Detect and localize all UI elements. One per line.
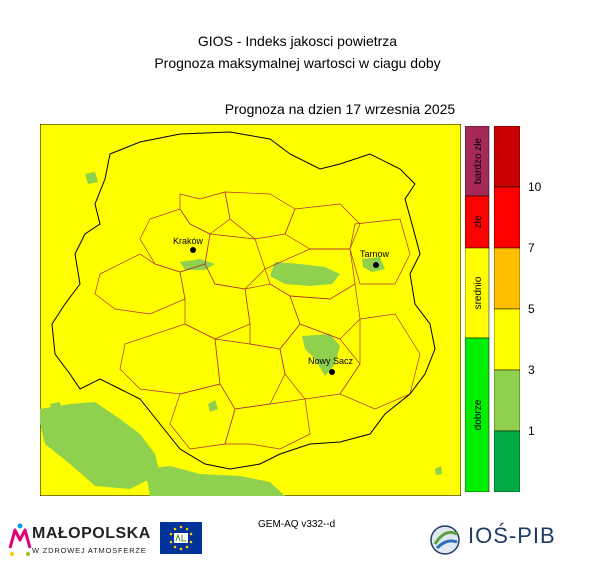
- forecast-date: Prognoza na dzien 17 wrzesnia 2025: [224, 101, 456, 117]
- forecast-map: Kraków Tarnow Nowy Sacz: [40, 124, 461, 496]
- city-marker-tarnow: [373, 262, 379, 268]
- district-borders: [94, 191, 421, 450]
- city-label-tarnow: Tarnow: [360, 249, 390, 259]
- title-line2: Prognoza maksymalnej wartosci w ciagu do…: [154, 55, 441, 71]
- legend-label-zle: złe: [473, 215, 484, 228]
- scale-tick-3: 3: [528, 363, 535, 377]
- scale-band-3: [494, 308, 520, 371]
- value-scale: [494, 126, 520, 492]
- scale-band-2: [494, 369, 520, 432]
- city-marker-krakow: [190, 247, 196, 253]
- scale-tick-7: 7: [528, 241, 535, 255]
- legend-srednio: [465, 247, 490, 339]
- voivodeship-border: [51, 131, 436, 470]
- legend-label-dobrze: dobrze: [473, 399, 484, 430]
- scale-band-4: [494, 247, 520, 310]
- city-label-nowy-sacz: Nowy Sacz: [308, 356, 354, 366]
- scale-band-6: [494, 126, 520, 188]
- title-line1: GIOS - Indeks jakosci powietrza: [197, 33, 398, 49]
- legend-label-srednio: srednio: [473, 276, 484, 309]
- scale-band-1: [494, 430, 520, 492]
- city-markers: Kraków Tarnow Nowy Sacz: [173, 236, 390, 375]
- model-version: GEM-AQ v332--d: [258, 519, 336, 530]
- ios-pib-name: IOŚ-PIB: [468, 523, 556, 548]
- city-marker-nowy-sacz: [329, 369, 335, 375]
- scale-band-5: [494, 186, 520, 249]
- scale-tick-5: 5: [528, 302, 535, 316]
- dobry-zones: [40, 172, 442, 496]
- malopolska-slogan: W ZDROWEJ ATMOSFERZE: [32, 546, 147, 555]
- category-legend: bardzo złe złe srednio dobrze: [465, 126, 490, 492]
- malopolska-logo: [8, 523, 32, 556]
- eu-life-flag-icon: [160, 522, 202, 554]
- scale-tick-10: 10: [528, 180, 542, 194]
- ios-pib-logo-icon: [430, 525, 460, 555]
- city-label-krakow: Kraków: [173, 236, 204, 246]
- scale-tick-1: 1: [528, 424, 535, 438]
- malopolska-name: MAŁOPOLSKA: [32, 525, 151, 542]
- legend-zle: [465, 195, 490, 249]
- legend-label-bardzo-zle: bardzo złe: [473, 137, 484, 184]
- legend-dobrze: [465, 337, 490, 492]
